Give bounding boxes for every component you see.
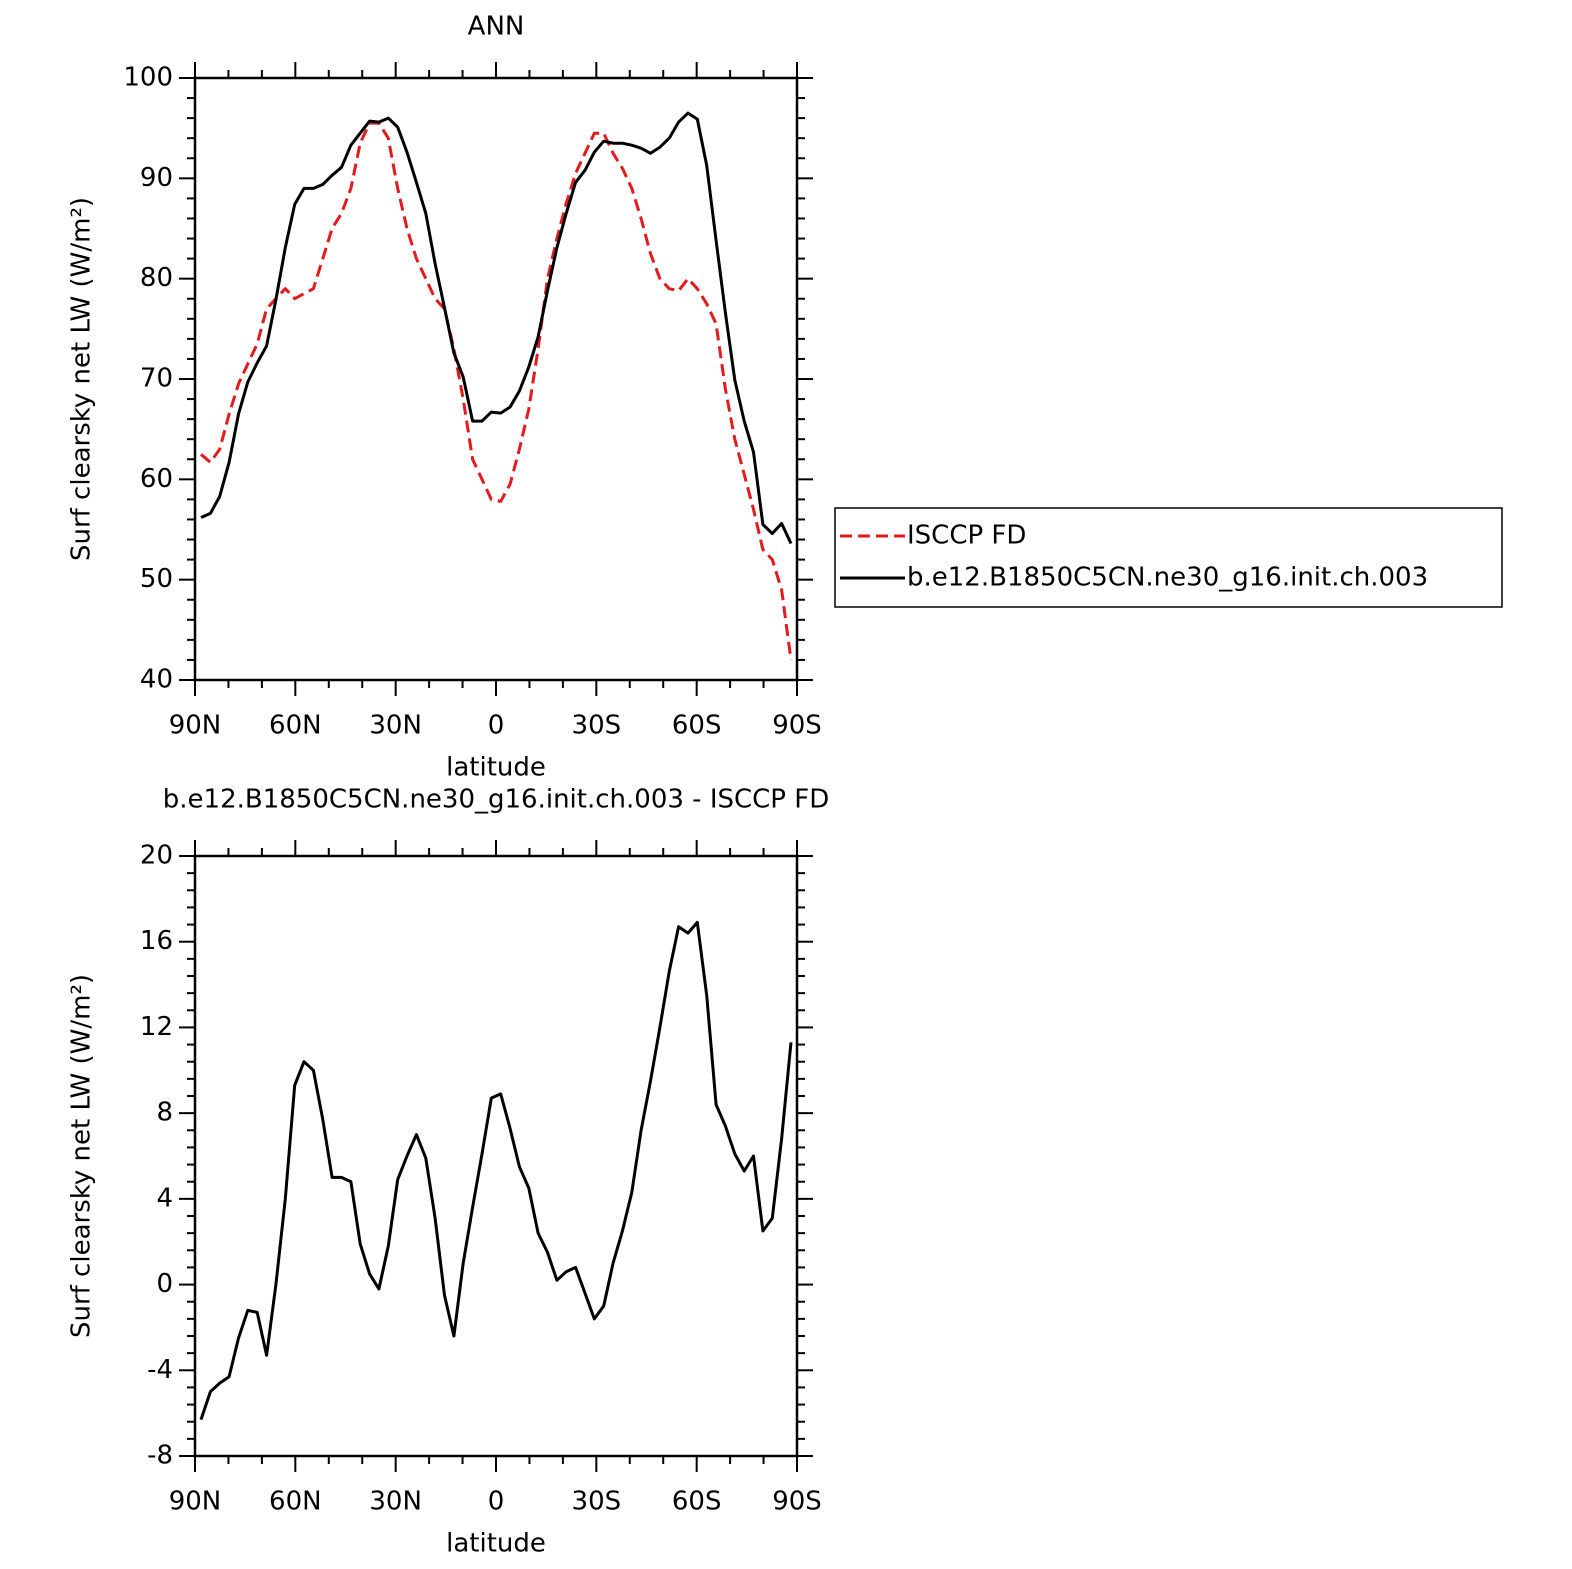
y-tick-label: -4 xyxy=(147,1355,173,1385)
x-tick-label: 60N xyxy=(269,1487,322,1517)
x-tick-label: 30N xyxy=(369,1487,422,1517)
x-tick-label: 60S xyxy=(672,1487,722,1517)
chart-title: ANN xyxy=(468,12,525,42)
x-tick-label: 30S xyxy=(572,1487,622,1517)
legend-box xyxy=(834,507,1503,608)
data-line xyxy=(200,121,793,661)
x-tick-label: 30S xyxy=(572,711,622,741)
y-tick-label: 40 xyxy=(140,665,173,695)
y-tick-label: 90 xyxy=(140,163,173,193)
y-tick-label: 20 xyxy=(140,841,173,871)
legend-label: ISCCP FD xyxy=(907,521,1026,551)
x-tick-label: 0 xyxy=(488,711,505,741)
x-tick-label: 0 xyxy=(488,1487,505,1517)
x-tick-label: 30N xyxy=(369,711,422,741)
x-tick-label: 60N xyxy=(269,711,322,741)
y-tick-label: 4 xyxy=(156,1183,173,1213)
x-tick-label: 60S xyxy=(672,711,722,741)
x-tick-label: 90S xyxy=(772,711,822,741)
y-tick-label: 8 xyxy=(156,1098,173,1128)
y-axis-label: Surf clearsky net LW (W/m²) xyxy=(67,974,97,1338)
y-tick-label: 100 xyxy=(123,63,173,93)
plot-frame xyxy=(193,854,799,1458)
y-tick-label: 80 xyxy=(140,263,173,293)
y-tick-label: 70 xyxy=(140,364,173,394)
x-tick-label: 90S xyxy=(772,1487,822,1517)
chart-title: b.e12.B1850C5CN.ne30_g16.init.ch.003 - I… xyxy=(163,785,829,815)
x-tick-label: 90N xyxy=(169,1487,222,1517)
y-tick-label: -8 xyxy=(147,1441,173,1471)
legend-label: b.e12.B1850C5CN.ne30_g16.init.ch.003 xyxy=(907,563,1428,593)
y-tick-label: 50 xyxy=(140,564,173,594)
x-axis-label: latitude xyxy=(446,1529,546,1559)
x-tick-label: 90N xyxy=(169,711,222,741)
data-line xyxy=(200,111,793,545)
y-tick-label: 60 xyxy=(140,464,173,494)
y-tick-label: 16 xyxy=(140,926,173,956)
y-tick-label: 12 xyxy=(140,1012,173,1042)
data-line xyxy=(199,920,793,1421)
y-axis-label: Surf clearsky net LW (W/m²) xyxy=(67,197,97,561)
x-axis-label: latitude xyxy=(446,753,546,783)
y-tick-label: 0 xyxy=(156,1269,173,1299)
